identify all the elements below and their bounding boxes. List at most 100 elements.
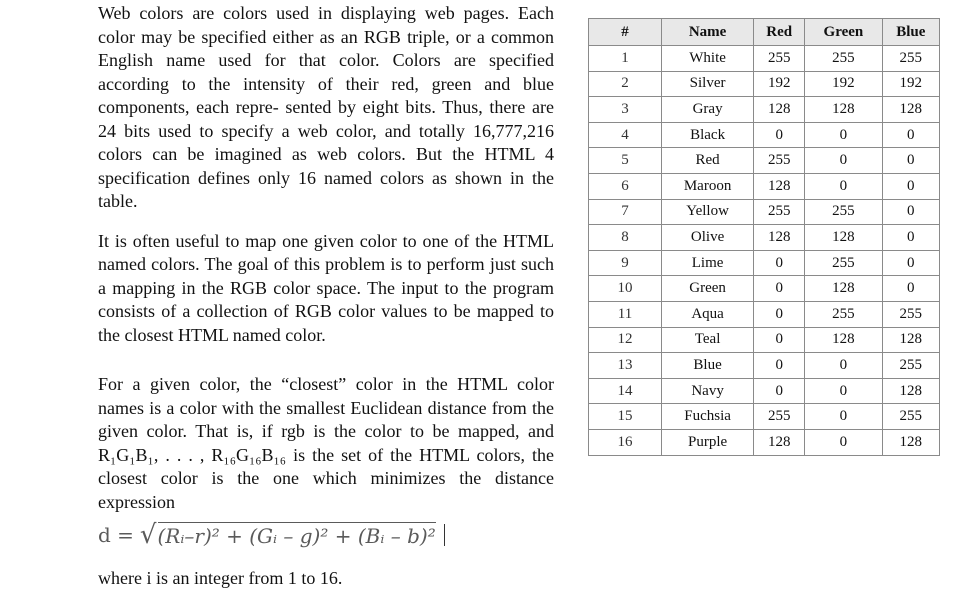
col-blue-header: Blue [881, 18, 941, 46]
table-row: 2 Silver 192 192 192 [588, 70, 941, 98]
formula-radicand: (Rᵢ–r)² + (Gᵢ – g)² + (Bᵢ – b)² [157, 522, 436, 548]
cell-red: 128 [753, 172, 806, 200]
cell-red: 192 [753, 70, 806, 98]
cell-red: 255 [753, 147, 806, 174]
cell-blue: 128 [881, 377, 941, 405]
paragraph-where: where i is an integer from 1 to 16. [98, 568, 343, 588]
cell-name: Navy [660, 377, 755, 405]
cell-green: 255 [804, 198, 883, 226]
cell-red: 0 [753, 275, 806, 302]
cell-green: 128 [804, 275, 883, 302]
table-row: 1 White 255 255 255 [588, 45, 941, 72]
cell-green: 0 [804, 377, 883, 405]
cell-green: 0 [804, 403, 883, 430]
table-row: 11 Aqua 0 255 255 [588, 300, 941, 328]
cell-number: 15 [588, 403, 662, 430]
text-cursor [443, 524, 445, 546]
table-row: 12 Teal 0 128 128 [588, 326, 941, 354]
cell-number: 11 [588, 300, 662, 328]
cell-blue: 0 [881, 249, 941, 277]
cell-name: Yellow [660, 198, 755, 226]
cell-name: Gray [660, 96, 755, 123]
cell-red: 255 [753, 45, 806, 72]
cell-name: Black [660, 121, 755, 149]
cell-name: Teal [660, 326, 755, 354]
table-row: 16 Purple 128 0 128 [588, 428, 941, 456]
cell-red: 255 [753, 403, 806, 430]
table-row: 6 Maroon 128 0 0 [588, 172, 941, 200]
cell-number: 12 [588, 326, 662, 354]
table-row: 14 Navy 0 0 128 [588, 377, 941, 405]
cell-green: 0 [804, 121, 883, 149]
cell-blue: 192 [881, 70, 941, 98]
formula-lhs: d = [98, 523, 134, 547]
cell-name: Lime [660, 249, 755, 277]
distance-formula: d = √ (Rᵢ–r)² + (Gᵢ – g)² + (Bᵢ – b)² [98, 522, 554, 548]
table-row: 9 Lime 0 255 0 [588, 249, 941, 277]
radical-sign-icon: √ [139, 520, 157, 550]
cell-name: Silver [660, 70, 755, 98]
cell-number: 10 [588, 275, 662, 302]
cell-number: 1 [588, 45, 662, 72]
cell-green: 128 [804, 326, 883, 354]
cell-number: 7 [588, 198, 662, 226]
cell-green: 128 [804, 224, 883, 251]
paragraph-closest: For a given color, the “closest” color i… [98, 374, 554, 512]
cell-red: 0 [753, 249, 806, 277]
cell-number: 13 [588, 352, 662, 379]
cell-name: Red [660, 147, 755, 174]
cell-blue: 0 [881, 172, 941, 200]
cell-blue: 255 [881, 403, 941, 430]
cell-number: 3 [588, 96, 662, 123]
cell-red: 128 [753, 96, 806, 123]
cell-green: 0 [804, 147, 883, 174]
table-row: 15 Fuchsia 255 0 255 [588, 403, 941, 430]
cell-blue: 128 [881, 326, 941, 354]
cell-blue: 255 [881, 300, 941, 328]
cell-number: 8 [588, 224, 662, 251]
cell-red: 0 [753, 300, 806, 328]
cell-blue: 0 [881, 224, 941, 251]
cell-blue: 0 [881, 198, 941, 226]
cell-blue: 0 [881, 121, 941, 149]
cell-name: Maroon [660, 172, 755, 200]
cell-name: Fuchsia [660, 403, 755, 430]
cell-number: 6 [588, 172, 662, 200]
cell-number: 16 [588, 428, 662, 456]
paragraph-goal: It is often useful to map one given colo… [98, 230, 554, 345]
html-colors-table: # Name Red Green Blue 1 White 255 255 255 2 Silver… [588, 18, 941, 456]
paragraph-intro: Web colors are colors used in displaying… [98, 3, 554, 211]
cell-name: Olive [660, 224, 755, 251]
table-body: 1 White 255 255 255 2 Silver 192 192 192 3 Gray 128 1… [588, 45, 941, 456]
cell-green: 0 [804, 352, 883, 379]
cell-number: 14 [588, 377, 662, 405]
col-green-header: Green [804, 18, 883, 46]
table-header-row: # Name Red Green Blue [588, 18, 941, 46]
table-row: 10 Green 0 128 0 [588, 275, 941, 302]
cell-red: 255 [753, 198, 806, 226]
table-row: 4 Black 0 0 0 [588, 121, 941, 149]
cell-blue: 128 [881, 96, 941, 123]
cell-number: 5 [588, 147, 662, 174]
col-number-header: # [588, 18, 662, 46]
table-row: 8 Olive 128 128 0 [588, 224, 941, 251]
cell-red: 0 [753, 377, 806, 405]
col-red-header: Red [753, 18, 806, 46]
cell-green: 128 [804, 96, 883, 123]
cell-blue: 0 [881, 275, 941, 302]
cell-number: 9 [588, 249, 662, 277]
cell-red: 128 [753, 428, 806, 456]
table-header: # Name Red Green Blue [588, 18, 941, 46]
cell-red: 128 [753, 224, 806, 251]
cell-green: 192 [804, 70, 883, 98]
table-row: 3 Gray 128 128 128 [588, 96, 941, 123]
cell-name: Purple [660, 428, 755, 456]
cell-green: 0 [804, 428, 883, 456]
cell-green: 0 [804, 172, 883, 200]
cell-blue: 255 [881, 352, 941, 379]
cell-red: 0 [753, 326, 806, 354]
cell-name: White [660, 45, 755, 72]
cell-green: 255 [804, 45, 883, 72]
table-row: 13 Blue 0 0 255 [588, 352, 941, 379]
cell-red: 0 [753, 121, 806, 149]
